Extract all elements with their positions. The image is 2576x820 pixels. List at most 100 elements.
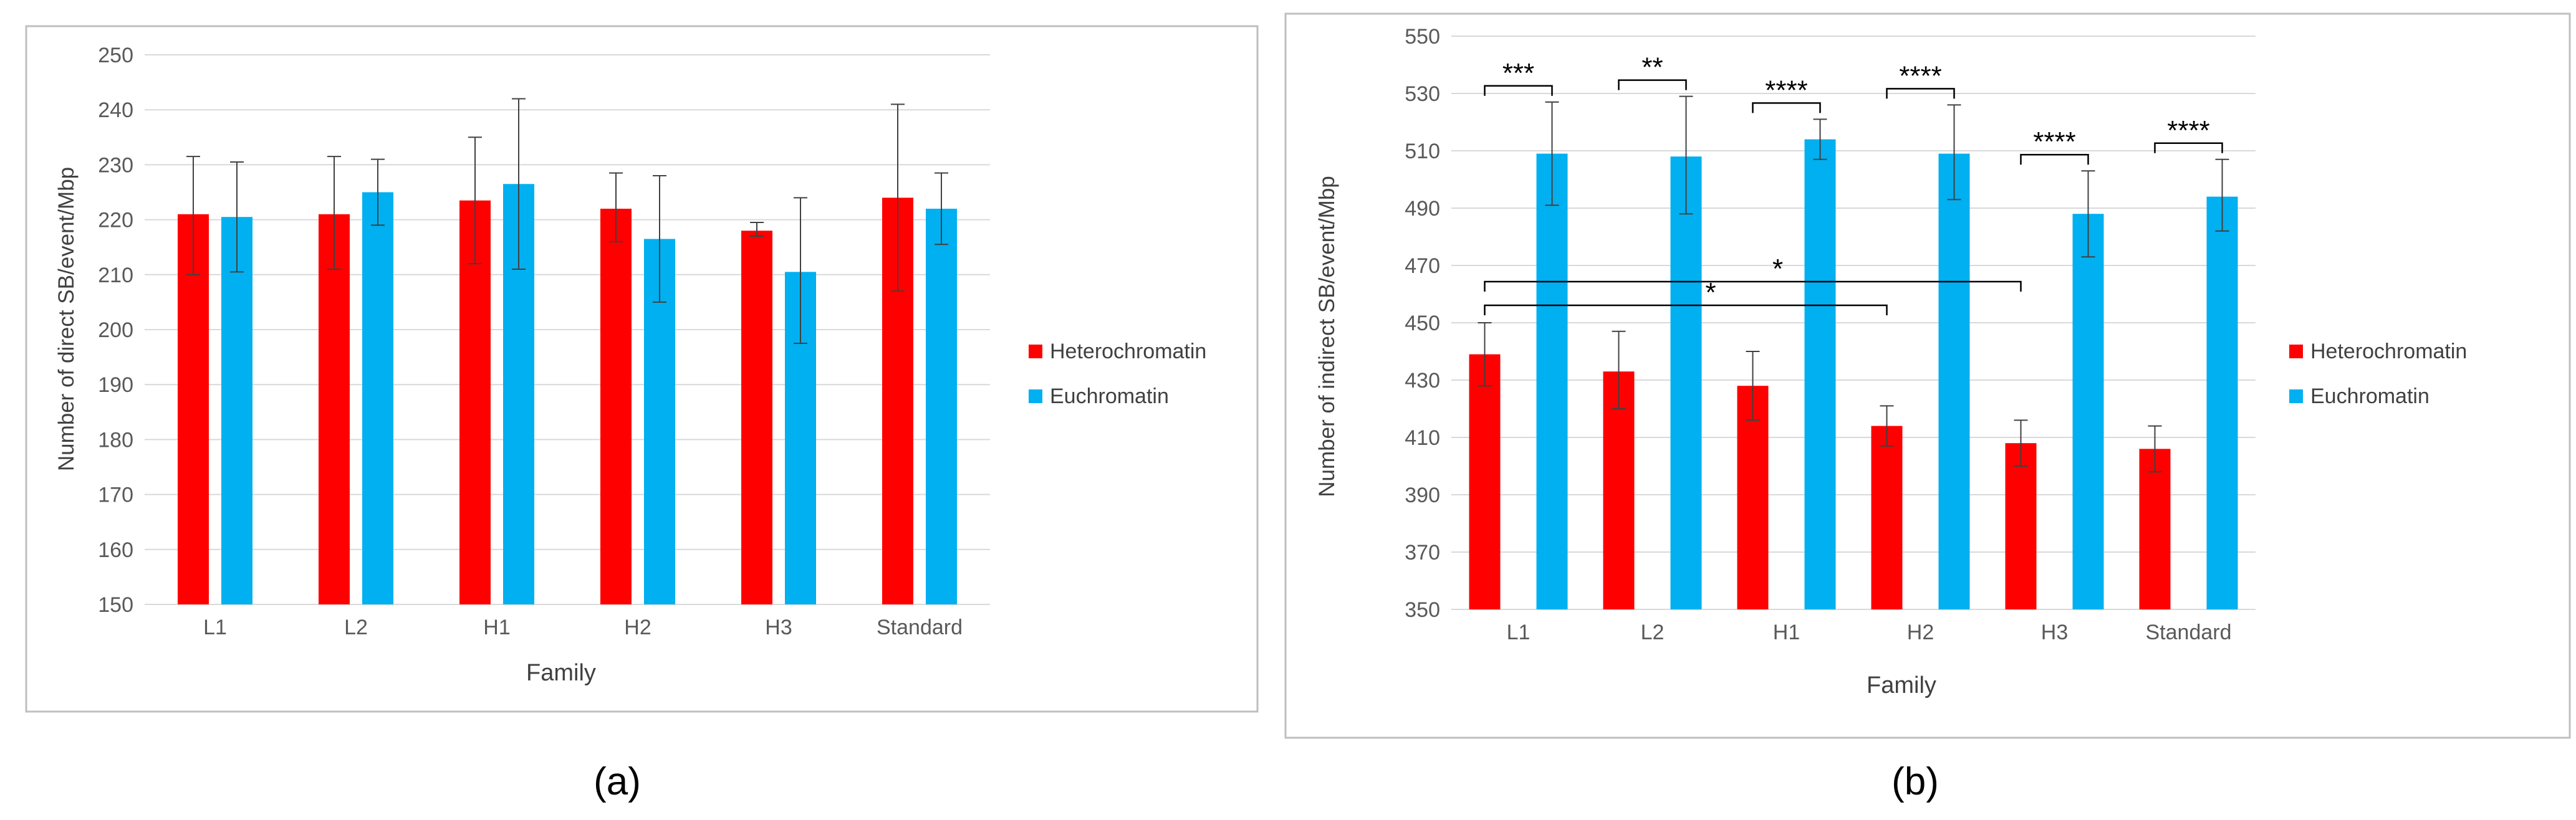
b-errbar-0-1 <box>1612 330 1626 409</box>
chart-a-error-bars <box>186 98 948 345</box>
a-ytick-label-10: 250 <box>98 44 133 67</box>
b-bar-1-4 <box>2072 214 2104 609</box>
a-bar-0-3 <box>600 208 632 605</box>
b-bar-0-5 <box>2139 449 2171 609</box>
b-errbar-0-2 <box>1746 351 1760 421</box>
b-ytick-label-2: 390 <box>1405 484 1440 507</box>
a-xtick-label-1: L2 <box>344 616 368 639</box>
b-ytick-label-4: 430 <box>1405 369 1440 393</box>
chart-a-xlabel: Family <box>526 660 596 686</box>
b-sig-label-1: ** <box>1641 52 1663 83</box>
a-errbar-1-2 <box>512 98 526 270</box>
b-sig-label-7: * <box>1772 254 1783 284</box>
chart-b-legend-swatch-heterochromatin <box>2289 345 2303 358</box>
b-sig-bracket-2 <box>1752 102 1821 113</box>
chart-a-x-ticks: L1 L2 H1 H2 H3 Standard <box>203 616 963 639</box>
chart-b-bars <box>1469 139 2238 610</box>
b-bar-1-1 <box>1670 156 1702 609</box>
b-errbar-0-0 <box>1478 322 1492 387</box>
b-ytick-label-8: 510 <box>1405 140 1440 163</box>
chart-b-xlabel: Family <box>1867 672 1936 698</box>
chart-a-y-ticks: 150 160 170 180 190 200 210 220 230 240 250 <box>98 44 133 617</box>
chart-b-legend: Heterochromatin Euchromatin <box>2289 340 2467 408</box>
a-errbar-1-5 <box>935 172 948 246</box>
b-sig-bracket-7 <box>1484 280 2022 292</box>
b-bar-0-1 <box>1603 371 1635 609</box>
a-errbar-0-3 <box>609 172 623 242</box>
a-ytick-label-3: 180 <box>98 428 133 452</box>
a-errbar-0-5 <box>891 103 905 292</box>
a-ytick-label-5: 200 <box>98 318 133 342</box>
b-sig-bracket-1 <box>1618 79 1687 90</box>
chart-b-y-ticks: 350 370 390 410 430 450 470 490 510 530 550 <box>1405 25 1440 622</box>
a-ytick-label-8: 230 <box>98 153 133 177</box>
a-errbar-1-4 <box>794 197 807 345</box>
chart-b-error-bars <box>1478 95 2229 473</box>
a-bar-0-2 <box>459 200 491 605</box>
b-errbar-0-3 <box>1880 405 1894 447</box>
panel-label-a: (a) <box>594 760 641 803</box>
a-errbar-1-0 <box>230 161 244 273</box>
a-xtick-label-4: H3 <box>765 616 792 639</box>
chart-b-legend-swatch-euchromatin <box>2289 389 2303 403</box>
chart-b-gridlines <box>1451 36 2256 610</box>
panel-label-b: (b) <box>1891 760 1939 803</box>
b-errbar-0-4 <box>2014 419 2028 467</box>
chart-a-frame <box>25 25 1259 713</box>
b-sig-bracket-5 <box>2154 142 2223 153</box>
a-ytick-label-6: 210 <box>98 264 133 287</box>
a-ytick-label-2: 170 <box>98 484 133 507</box>
chart-b-ylabel: Number of indirect SB/event/Mbp <box>1315 176 1339 497</box>
b-xtick-label-1: L2 <box>1641 621 1665 644</box>
a-xtick-label-5: Standard <box>877 616 963 639</box>
b-sig-label-0: *** <box>1502 58 1534 88</box>
chart-b-legend-euchromatin: Euchromatin <box>2310 384 2429 408</box>
b-xtick-label-2: H1 <box>1773 621 1800 644</box>
a-bar-1-0 <box>221 217 252 604</box>
b-ytick-label-9: 530 <box>1405 82 1440 106</box>
b-sig-bracket-3 <box>1886 88 1955 99</box>
chart-a-legend-heterochromatin: Heterochromatin <box>1050 340 1206 363</box>
b-sig-label-4: **** <box>2033 126 2076 157</box>
a-ytick-label-7: 220 <box>98 209 133 232</box>
a-errbar-0-1 <box>327 156 341 270</box>
b-xtick-label-5: Standard <box>2146 621 2232 644</box>
b-bar-1-5 <box>2206 196 2238 610</box>
b-ytick-label-0: 350 <box>1405 598 1440 622</box>
b-xtick-label-4: H3 <box>2041 621 2068 644</box>
a-errbar-0-2 <box>468 136 482 265</box>
a-errbar-0-4 <box>750 222 764 237</box>
a-bar-0-1 <box>319 214 350 604</box>
b-sig-label-2: **** <box>1765 75 1808 105</box>
b-sig-bracket-0 <box>1484 85 1553 96</box>
a-xtick-label-0: L1 <box>203 616 227 639</box>
a-ytick-label-0: 150 <box>98 593 133 617</box>
b-sig-label-3: **** <box>1899 60 1942 91</box>
a-errbar-1-1 <box>371 158 385 226</box>
chart-a-gridlines <box>145 54 990 605</box>
b-errbar-1-0 <box>1545 101 1559 206</box>
b-xtick-label-0: L1 <box>1507 621 1531 644</box>
b-bar-0-2 <box>1737 386 1769 609</box>
b-bar-0-0 <box>1469 354 1501 609</box>
b-sig-label-6: * <box>1705 277 1716 308</box>
chart-a-legend-swatch-heterochromatin <box>1029 345 1042 358</box>
a-xtick-label-2: H1 <box>483 616 510 639</box>
b-xtick-label-3: H2 <box>1907 621 1934 644</box>
b-sig-bracket-4 <box>2020 153 2089 165</box>
b-errbar-1-3 <box>1947 104 1961 201</box>
chart-a-legend-swatch-euchromatin <box>1029 389 1042 403</box>
b-ytick-label-1: 370 <box>1405 541 1440 565</box>
b-errbar-1-5 <box>2215 158 2229 232</box>
b-ytick-label-7: 490 <box>1405 197 1440 221</box>
b-ytick-label-3: 410 <box>1405 426 1440 450</box>
b-bar-0-4 <box>2005 443 2037 609</box>
b-errbar-0-5 <box>2148 425 2162 473</box>
b-ytick-label-10: 550 <box>1405 25 1440 49</box>
chart-a-ylabel: Number of direct SB/event/Mbp <box>54 167 79 471</box>
b-errbar-1-2 <box>1813 118 1827 160</box>
chart-b-legend-heterochromatin: Heterochromatin <box>2310 340 2467 363</box>
b-errbar-1-4 <box>2081 170 2095 258</box>
b-sig-bracket-6 <box>1484 304 1888 315</box>
chart-a-legend: Heterochromatin Euchromatin <box>1029 340 1206 408</box>
